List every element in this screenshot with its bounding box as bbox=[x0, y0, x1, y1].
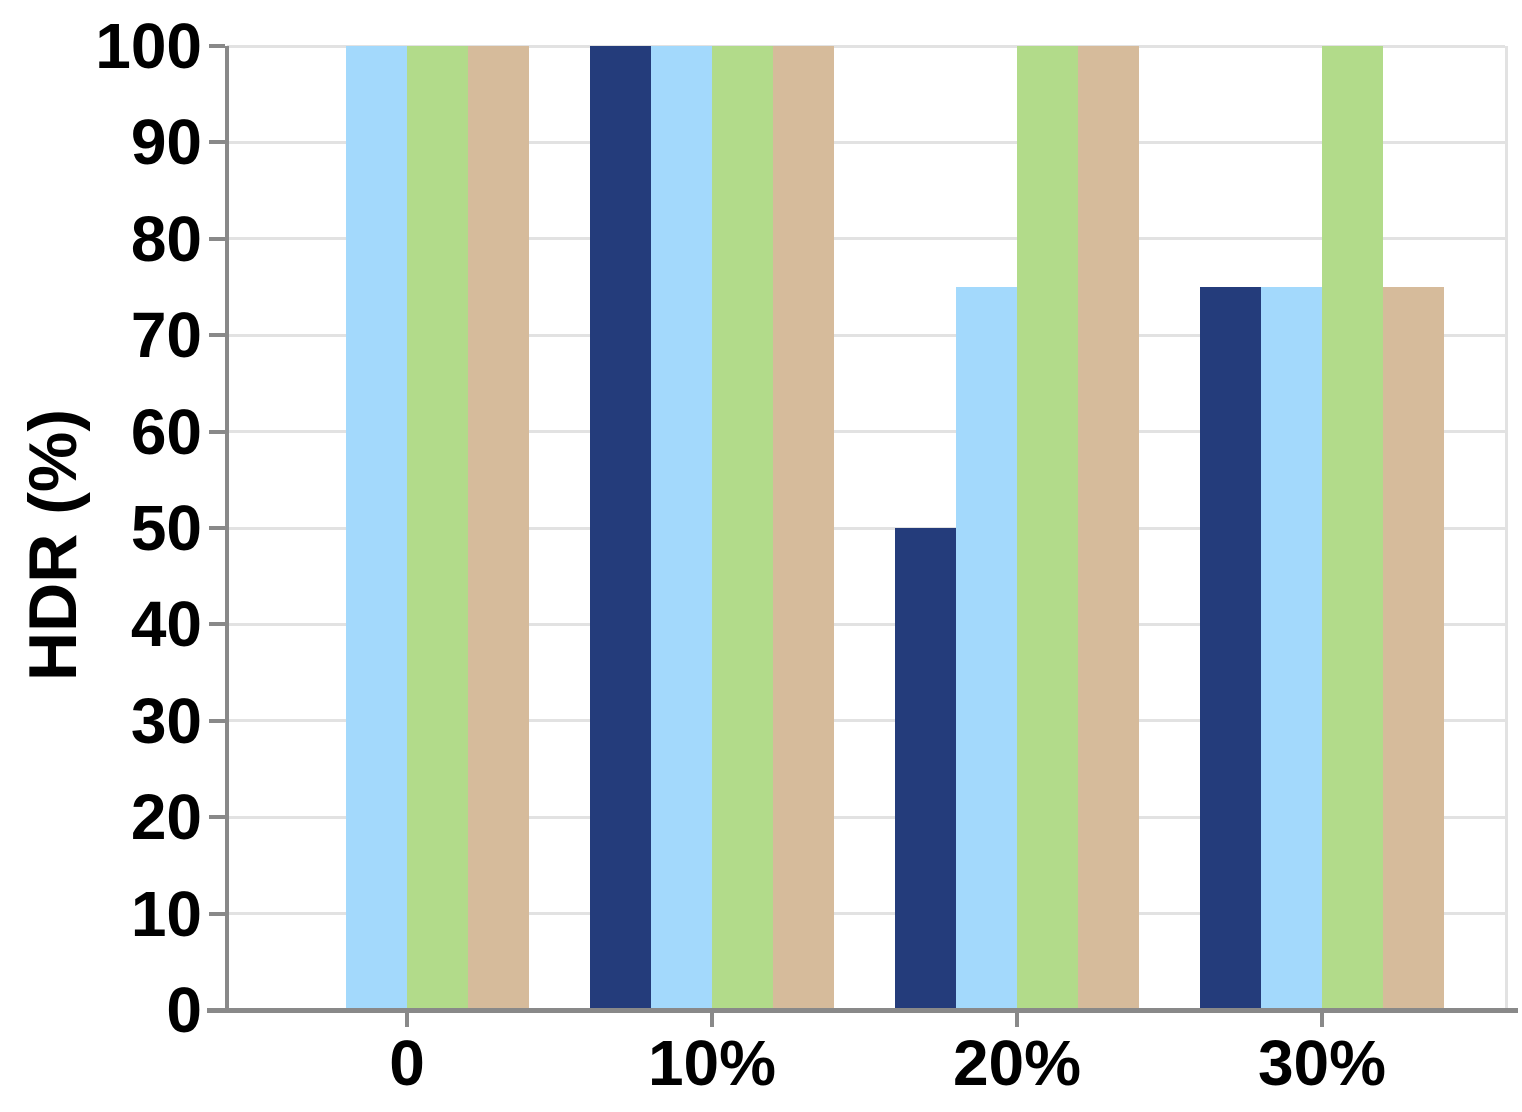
y-axis-tick-label-50: 50 bbox=[130, 492, 202, 564]
bar-series-1-navy-cat-3 bbox=[1200, 287, 1261, 1010]
y-axis-tick-label-80: 80 bbox=[130, 202, 202, 275]
y-axis-tick-label-10: 10 bbox=[130, 877, 202, 950]
y-axis-tick-90 bbox=[209, 140, 225, 145]
x-axis-tick-label-2: 20% bbox=[952, 1027, 1082, 1099]
y-axis-title: HDR (%) bbox=[15, 409, 91, 681]
plot-right-border bbox=[1505, 46, 1508, 1010]
y-axis-tick-label-60: 60 bbox=[130, 395, 202, 468]
x-axis-tick-label-3: 30% bbox=[1257, 1027, 1387, 1099]
bar-series-3-green-cat-2 bbox=[1017, 46, 1078, 1010]
y-axis-tick-label-30: 30 bbox=[130, 684, 202, 757]
y-axis-tick-label-90: 90 bbox=[130, 106, 202, 179]
x-axis-tick-label-0: 0 bbox=[389, 1027, 425, 1099]
bar-series-1-navy-cat-1 bbox=[590, 46, 651, 1010]
y-axis-tick-label-40: 40 bbox=[130, 588, 202, 661]
gridline-y-40 bbox=[227, 622, 1505, 626]
bar-series-3-green-cat-0 bbox=[407, 46, 468, 1010]
bar-series-4-tan-cat-1 bbox=[773, 46, 834, 1010]
y-axis-tick-40 bbox=[209, 622, 225, 627]
x-axis-tick-0 bbox=[405, 1010, 409, 1027]
x-axis-tick-1 bbox=[710, 1010, 714, 1027]
gridline-y-50 bbox=[227, 526, 1505, 530]
bar-series-2-light-blue-cat-1 bbox=[651, 46, 712, 1010]
bar-series-1-navy-cat-2 bbox=[895, 528, 956, 1010]
y-axis-tick-50 bbox=[209, 526, 225, 530]
y-axis-tick-100 bbox=[209, 44, 225, 48]
gridline-y-60 bbox=[227, 430, 1505, 434]
y-axis-tick-60 bbox=[209, 429, 225, 434]
y-axis-line bbox=[225, 46, 229, 1012]
x-axis-tick-2 bbox=[1015, 1010, 1019, 1027]
x-axis-line bbox=[207, 1008, 1518, 1013]
y-axis-tick-label-100: 100 bbox=[95, 10, 202, 82]
gridline-y-20 bbox=[227, 815, 1505, 819]
y-axis-tick-label-70: 70 bbox=[130, 299, 202, 372]
y-axis-tick-70 bbox=[209, 333, 225, 338]
bar-series-4-tan-cat-2 bbox=[1078, 46, 1139, 1010]
y-axis-tick-label-0: 0 bbox=[166, 974, 202, 1046]
bar-series-2-light-blue-cat-3 bbox=[1261, 287, 1322, 1010]
gridline-y-10 bbox=[227, 912, 1505, 916]
bar-series-2-light-blue-cat-2 bbox=[956, 287, 1017, 1010]
bar-series-3-green-cat-1 bbox=[712, 46, 773, 1010]
y-axis-tick-80 bbox=[209, 236, 225, 241]
bar-series-4-tan-cat-0 bbox=[468, 46, 529, 1010]
gridline-y-70 bbox=[227, 333, 1505, 337]
x-axis-tick-3 bbox=[1320, 1010, 1324, 1027]
x-axis-tick-label-1: 10% bbox=[647, 1027, 777, 1099]
y-axis-tick-10 bbox=[209, 911, 225, 916]
bar-series-3-green-cat-3 bbox=[1322, 46, 1383, 1010]
y-axis-tick-0 bbox=[209, 1008, 225, 1012]
y-axis-tick-label-20: 20 bbox=[130, 781, 202, 854]
y-axis-tick-30 bbox=[209, 718, 225, 723]
gridline-y-80 bbox=[227, 237, 1505, 241]
gridline-y-90 bbox=[227, 140, 1505, 144]
y-axis-tick-20 bbox=[209, 815, 225, 820]
bar-series-4-tan-cat-3 bbox=[1383, 287, 1444, 1010]
gridline-y-30 bbox=[227, 719, 1505, 723]
gridline-y-100 bbox=[227, 44, 1505, 48]
bar-series-2-light-blue-cat-0 bbox=[346, 46, 407, 1010]
